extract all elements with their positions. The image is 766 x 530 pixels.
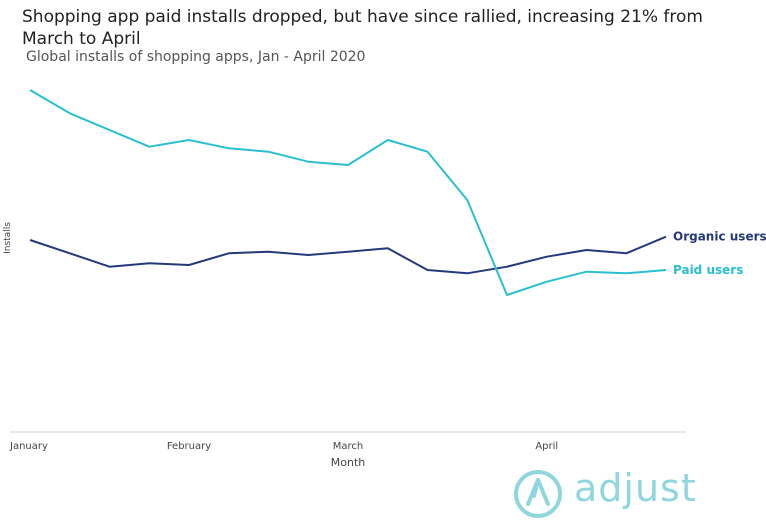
x-axis-label: Month	[331, 456, 366, 469]
adjust-logo: adjust	[512, 466, 696, 522]
series-group: Organic users Paid users	[29, 89, 766, 296]
adjust-logo-text: adjust	[574, 466, 697, 510]
adjust-logo-icon	[514, 470, 562, 518]
x-tick-label: February	[167, 441, 211, 452]
x-tick-group: January February March April	[9, 441, 558, 452]
y-axis-label: Installs	[3, 222, 13, 254]
series-label: Organic users	[673, 230, 766, 244]
x-tick-label: April	[535, 441, 558, 452]
x-tick-label: January	[9, 441, 48, 452]
chart-title: Shopping app paid installs dropped, but …	[22, 7, 703, 49]
series-label: Paid users	[673, 263, 743, 277]
chart-subtitle: Global installs of shopping apps, Jan - …	[26, 49, 366, 65]
x-tick-label: March	[333, 441, 363, 452]
series-line-paid-users	[29, 89, 667, 296]
series-line-organic-users	[29, 235, 667, 275]
